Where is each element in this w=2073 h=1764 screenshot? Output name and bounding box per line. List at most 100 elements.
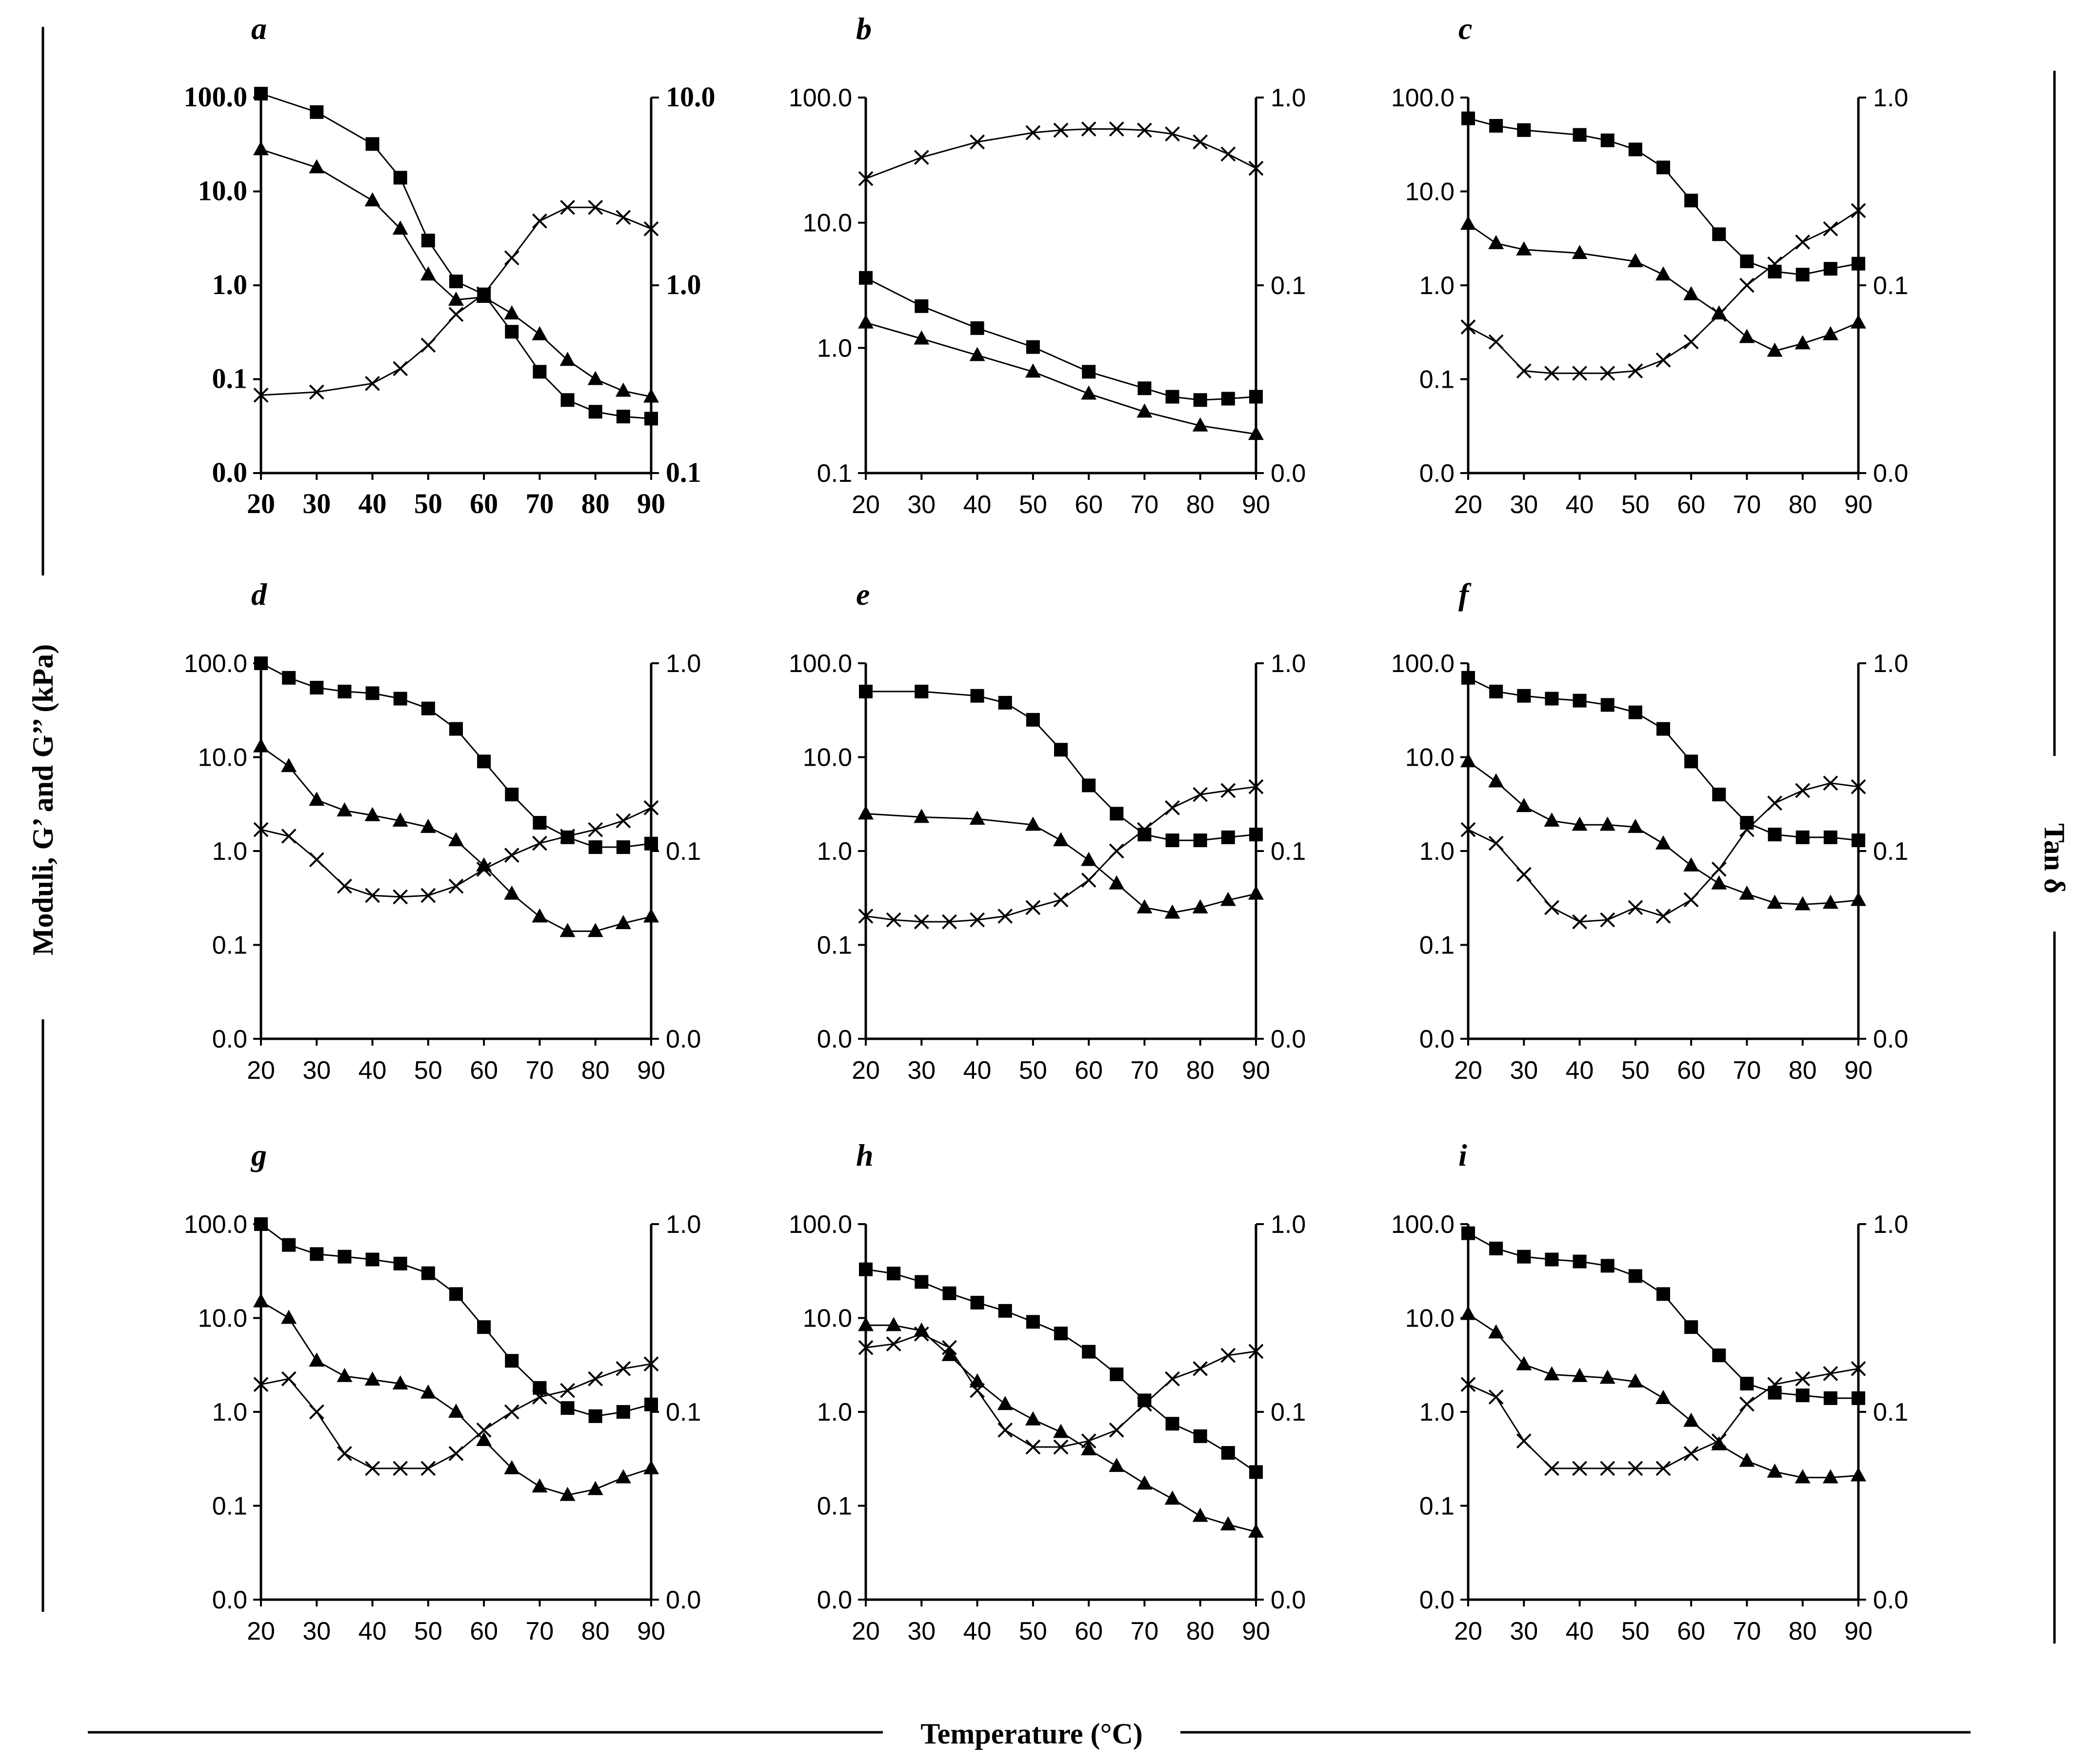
data-point-tan-delta-g	[643, 1356, 659, 1372]
x-tick-label-f: 20	[1454, 1056, 1482, 1085]
data-point-tan-delta-a	[504, 250, 519, 266]
data-point-g-double-prime-h	[1220, 1516, 1236, 1530]
data-point-tan-delta-i	[1823, 1366, 1838, 1381]
data-point-tan-delta-b	[1220, 146, 1236, 162]
data-point-g-double-prime-a	[559, 352, 576, 366]
data-point-g-double-prime-e	[1081, 852, 1097, 866]
data-point-g-prime-f	[1461, 671, 1475, 685]
data-point-g-prime-b	[1249, 390, 1263, 404]
x-tick-label-a: 90	[637, 488, 665, 519]
data-point-tan-delta-g	[588, 1371, 603, 1387]
data-point-g-double-prime-d	[559, 923, 576, 937]
data-point-g-prime-h	[1082, 1345, 1096, 1359]
x-tick-label-a: 60	[470, 488, 498, 519]
data-point-g-prime-c	[1600, 133, 1615, 147]
data-point-g-prime-f	[1795, 830, 1810, 844]
data-point-tan-delta-c	[1739, 277, 1754, 293]
data-point-g-prime-g	[560, 1401, 575, 1415]
data-point-tan-delta-c	[1544, 365, 1559, 381]
data-point-g-double-prime-g	[309, 1352, 325, 1367]
right-tick-label-i: 0.0	[1873, 1586, 1908, 1614]
x-tick-label-g: 80	[581, 1617, 610, 1645]
data-point-tan-delta-f	[1572, 914, 1587, 930]
left-tick-label-h: 100.0	[789, 1210, 852, 1239]
data-point-tan-delta-e	[886, 912, 901, 928]
data-point-tan-delta-i	[1655, 1461, 1671, 1476]
left-tick-label-i: 0.0	[1419, 1586, 1455, 1614]
right-tick-label-b: 0.0	[1271, 459, 1306, 488]
data-point-tan-delta-i	[1516, 1433, 1532, 1449]
data-point-g-prime-i	[1517, 1249, 1531, 1264]
data-point-g-double-prime-i	[1711, 1436, 1727, 1450]
left-tick-label-d: 1.0	[212, 837, 247, 866]
data-point-tan-delta-c	[1516, 363, 1532, 378]
data-point-g-double-prime-i	[1488, 1324, 1504, 1339]
data-point-g-prime-a	[393, 171, 407, 185]
data-point-tan-delta-a	[616, 210, 631, 225]
data-point-g-prime-g	[365, 1252, 379, 1267]
left-tick-label-f: 0.1	[1419, 932, 1455, 960]
data-point-g-prime-b	[1221, 392, 1235, 406]
data-point-tan-delta-c	[1823, 221, 1838, 237]
data-point-g-prime-g	[254, 1217, 268, 1231]
series-line-g-double-prime-e	[865, 813, 1256, 914]
data-point-g-double-prime-e	[1248, 885, 1264, 900]
x-tick-label-h: 40	[963, 1617, 992, 1645]
data-point-tan-delta-g	[560, 1383, 575, 1398]
left-tick-label-c: 0.0	[1419, 459, 1455, 488]
x-tick-label-b: 80	[1186, 491, 1215, 519]
left-tick-label-h: 0.0	[817, 1586, 852, 1614]
data-point-g-double-prime-h	[1053, 1424, 1069, 1438]
data-point-g-double-prime-g	[281, 1309, 297, 1324]
data-point-tan-delta-f	[1600, 912, 1615, 928]
data-point-tan-delta-e	[1081, 872, 1096, 888]
x-tick-label-g: 30	[302, 1617, 331, 1645]
data-point-tan-delta-d	[532, 835, 547, 851]
x-tick-label-e: 80	[1186, 1056, 1215, 1085]
data-point-tan-delta-g	[337, 1446, 352, 1461]
data-point-tan-delta-d	[420, 888, 436, 903]
x-tick-label-f: 60	[1677, 1056, 1705, 1085]
data-point-g-prime-g	[449, 1287, 463, 1301]
data-point-g-double-prime-e	[1053, 832, 1069, 847]
data-point-g-double-prime-i	[1767, 1463, 1783, 1478]
data-point-g-double-prime-b	[1192, 417, 1208, 432]
data-point-tan-delta-e	[1220, 783, 1236, 798]
data-point-g-prime-a	[254, 87, 268, 101]
data-point-tan-delta-g	[420, 1461, 436, 1476]
data-point-g-double-prime-a	[309, 159, 325, 174]
data-point-g-double-prime-a	[532, 326, 548, 340]
data-point-g-prime-i	[1573, 1254, 1587, 1268]
left-tick-label-e: 1.0	[817, 837, 852, 866]
data-point-g-double-prime-c	[1851, 314, 1866, 329]
data-point-g-prime-c	[1628, 142, 1642, 157]
right-tick-label-a: 0.1	[666, 456, 701, 488]
data-point-tan-delta-c	[1572, 365, 1587, 381]
data-point-tan-delta-b	[1081, 121, 1096, 137]
data-point-g-prime-b	[859, 271, 873, 285]
x-tick-label-e: 70	[1131, 1056, 1159, 1085]
right-tick-label-c: 0.0	[1873, 459, 1908, 488]
left-tick-label-g: 0.1	[212, 1492, 247, 1521]
data-point-tan-delta-d	[393, 889, 408, 905]
data-point-tan-delta-h	[1053, 1439, 1069, 1455]
data-point-g-prime-h	[1026, 1315, 1040, 1329]
data-point-g-prime-e	[1193, 833, 1207, 848]
data-point-g-double-prime-b	[1081, 385, 1097, 400]
x-tick-label-f: 50	[1621, 1056, 1650, 1085]
x-tick-label-i: 30	[1510, 1617, 1538, 1645]
data-point-g-double-prime-a	[615, 382, 631, 397]
data-point-g-prime-i	[1545, 1252, 1559, 1267]
data-point-tan-delta-c	[1767, 256, 1782, 272]
data-point-tan-delta-h	[1165, 1371, 1180, 1387]
left-tick-label-c: 100.0	[1391, 84, 1455, 112]
data-point-tan-delta-g	[365, 1461, 380, 1476]
data-point-g-double-prime-f	[1488, 773, 1504, 788]
series-line-g-prime-a	[260, 93, 652, 419]
x-tick-label-c: 20	[1454, 491, 1482, 519]
data-point-g-prime-h	[1221, 1446, 1235, 1460]
data-point-tan-delta-b	[914, 150, 929, 165]
data-point-g-prime-b	[1193, 393, 1207, 407]
